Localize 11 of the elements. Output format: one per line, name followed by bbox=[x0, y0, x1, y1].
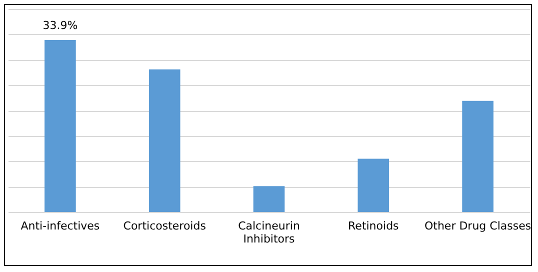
data-label: 33.9% bbox=[42, 18, 78, 32]
bar bbox=[44, 40, 76, 212]
x-tick-label: Corticosteroids bbox=[123, 220, 206, 232]
x-tick-label: Retinoids bbox=[348, 220, 400, 232]
bar bbox=[253, 186, 285, 212]
x-tick-label: Other Drug Classes bbox=[424, 220, 532, 232]
bar bbox=[148, 69, 180, 212]
bar bbox=[358, 158, 390, 212]
x-tick-label: Calcineurin Inhibitors bbox=[238, 220, 300, 246]
x-tick-label: Anti-infectives bbox=[20, 220, 100, 232]
bar bbox=[462, 100, 494, 212]
